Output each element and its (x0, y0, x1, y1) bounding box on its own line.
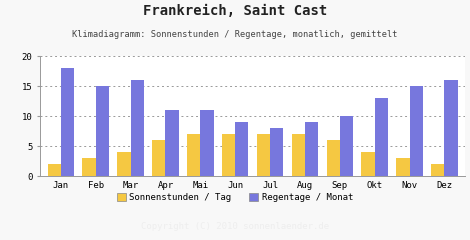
Bar (222, 134, 235, 176)
Bar (375, 98, 388, 176)
Bar (61, 68, 74, 176)
Bar (187, 134, 200, 176)
Bar (305, 122, 318, 176)
Bar (292, 134, 305, 176)
Text: Klimadiagramm: Sonnenstunden / Regentage, monatlich, gemittelt: Klimadiagramm: Sonnenstunden / Regentage… (72, 30, 398, 39)
Bar (118, 152, 131, 176)
Bar (409, 86, 423, 176)
Bar (131, 80, 144, 176)
Text: Copyright (C) 2010 sonnenlaender.de: Copyright (C) 2010 sonnenlaender.de (141, 222, 329, 231)
Bar (340, 116, 353, 176)
Bar (257, 134, 270, 176)
Bar (200, 110, 213, 176)
Bar (96, 86, 109, 176)
Bar (396, 158, 409, 176)
Text: Frankreich, Saint Cast: Frankreich, Saint Cast (143, 4, 327, 18)
Legend: Sonnenstunden / Tag, Regentage / Monat: Sonnenstunden / Tag, Regentage / Monat (113, 189, 357, 205)
Bar (431, 164, 444, 176)
Bar (444, 80, 458, 176)
Bar (327, 140, 340, 176)
Bar (165, 110, 179, 176)
Bar (83, 158, 96, 176)
Bar (235, 122, 249, 176)
Bar (270, 128, 283, 176)
Bar (361, 152, 375, 176)
Bar (47, 164, 61, 176)
Bar (152, 140, 165, 176)
